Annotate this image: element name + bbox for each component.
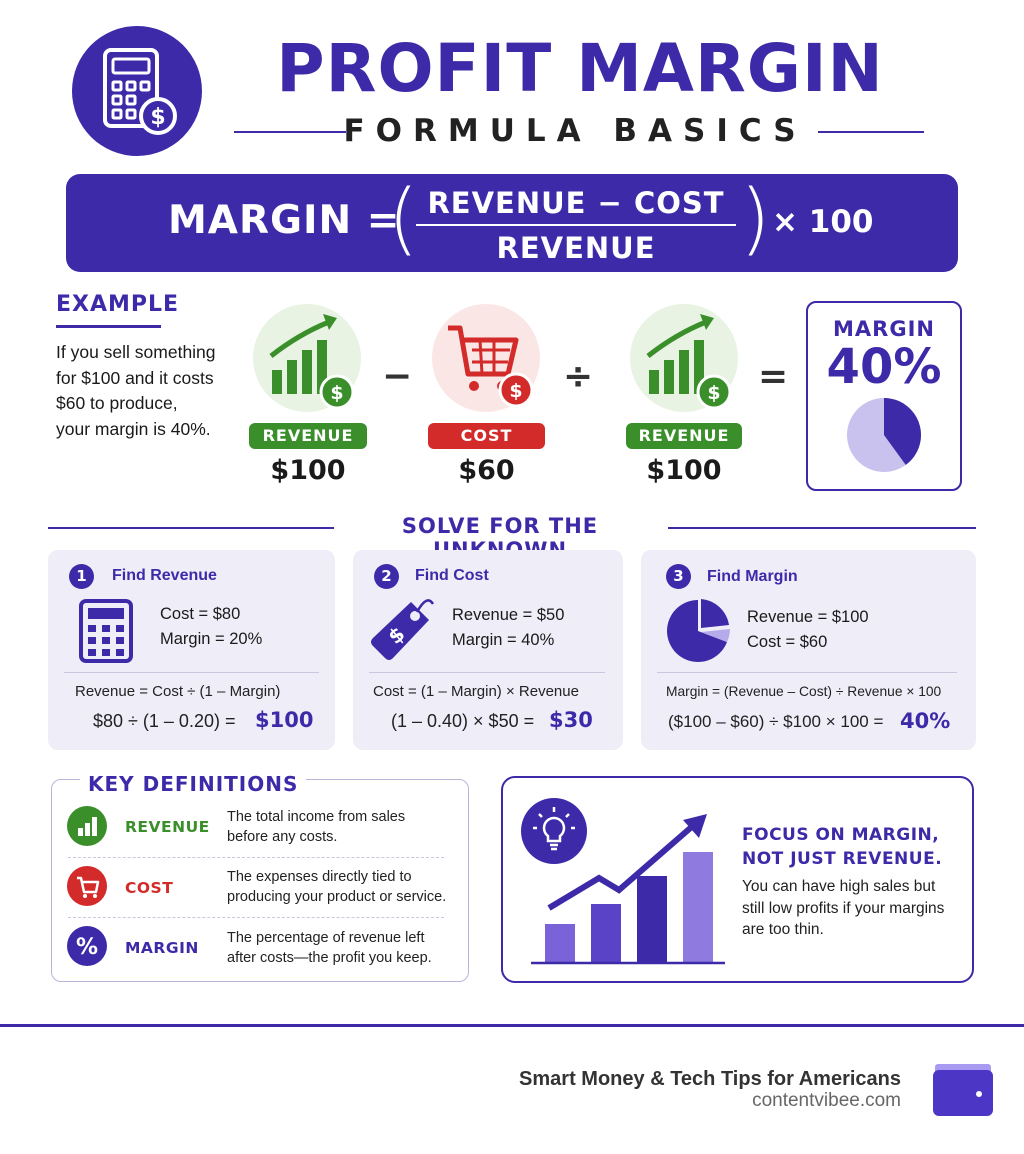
card-calc: $80 ÷ (1 – 0.20) = [93,711,236,731]
svg-text:$: $ [509,380,522,402]
card-divider [64,672,319,673]
card-divider [657,672,957,673]
fraction-bar [416,224,736,226]
card-divider [369,672,605,673]
revenue-amount: $100 [270,455,346,486]
growth-chart-icon [529,808,733,970]
formula-multiplier: × 100 [772,204,874,240]
subtitle-rule-right [818,131,924,133]
minus-operator: − [382,356,413,397]
card-title: Find Cost [415,567,489,584]
formula-numerator: REVENUE − COST [427,186,725,220]
svg-text:$: $ [330,382,343,404]
footer-divider [0,1024,1024,1027]
formula-banner: MARGIN = ( REVENUE − COST REVENUE ) × 10… [66,174,958,272]
footer-url[interactable]: contentvibee.com [752,1090,901,1111]
divide-operator: ÷ [563,356,594,397]
def-desc-revenue: The total income from sales before any c… [227,809,406,845]
card-formula: Cost = (1 – Margin) × Revenue [373,683,579,700]
cart-icon [67,866,107,906]
def-term-margin: MARGIN [125,939,199,957]
page-title: PROFIT MARGIN [276,30,884,107]
card-result: 40% [900,709,951,733]
step-number: 3 [666,564,691,589]
example-underline [56,325,161,328]
revenue-amount-2: $100 [646,455,722,486]
revenue-pill-2: REVENUE [626,423,742,449]
svg-text:$: $ [150,105,165,130]
formula-denominator: REVENUE [496,231,656,265]
shopping-cart-dollar-icon: $ [432,304,540,412]
wallet-icon [931,1062,995,1122]
growth-chart-dollar-icon: $ [253,304,361,412]
focus-heading: FOCUS ON MARGIN, NOT JUST REVENUE. [742,825,943,869]
card-calc: ($100 – $60) ÷ $100 × 100 = [668,712,884,731]
card-formula: Revenue = Cost ÷ (1 – Margin) [75,683,281,700]
step-number: 2 [374,564,399,589]
focus-text: You can have high sales but still low pr… [742,878,945,938]
given-values: Cost = $80 Margin = 20% [160,605,263,648]
lightbulb-icon [521,798,587,864]
margin-result-box: MARGIN 40% [806,301,962,491]
svg-text:%: % [76,935,98,960]
solve-rule-right [668,527,976,529]
def-separator [68,917,444,918]
step-number: 1 [69,564,94,589]
card-title: Find Margin [707,568,798,585]
cost-amount: $60 [458,455,515,486]
growth-chart-dollar-icon: $ [630,304,738,412]
def-term-revenue: REVENUE [125,818,210,836]
given-values: Revenue = $50 Margin = 40% [452,606,565,649]
def-desc-cost: The expenses directly tied to producing … [227,869,447,905]
example-text: If you sell something for $100 and it co… [56,342,216,439]
footer-tagline: Smart Money & Tech Tips for Americans [519,1068,901,1090]
def-desc-margin: The percentage of revenue left after cos… [227,930,432,966]
card-find-revenue: 1 Find Revenue Cost = $80 Margin = 20% R… [48,550,335,750]
pie-chart-icon [665,598,731,668]
def-term-cost: COST [125,879,174,897]
calculator-dollar-icon: $ [72,26,202,156]
margin-result-label: MARGIN [833,317,935,341]
card-title: Find Revenue [112,567,217,584]
definitions-title: KEY DEFINITIONS [80,772,307,796]
cost-pill: COST [428,423,545,449]
card-result: $30 [549,708,593,732]
card-find-margin: 3 Find Margin Revenue = $100 Cost = $60 … [641,550,976,750]
bar-chart-icon [67,806,107,846]
margin-result-value: 40% [826,339,942,395]
subtitle-rule-left [234,131,346,133]
card-formula: Margin = (Revenue – Cost) ÷ Revenue × 10… [666,684,942,699]
formula-label: MARGIN = [168,198,401,243]
card-calc: (1 – 0.40) × $50 = [391,711,535,731]
percent-icon: % [67,926,107,966]
focus-box [501,776,974,983]
revenue-pill: REVENUE [249,423,367,449]
close-paren: ) [740,174,771,264]
margin-pie-icon [847,398,921,472]
given-values: Revenue = $100 Cost = $60 [747,608,869,651]
example-heading: EXAMPLE [56,292,180,317]
calculator-icon [78,598,134,668]
solve-rule-left [48,527,334,529]
page-subtitle: FORMULA BASICS [343,113,807,149]
card-result: $100 [255,708,314,732]
open-paren: ( [388,174,419,264]
def-separator [68,857,444,858]
equals-operator: = [758,356,789,397]
svg-text:$: $ [707,382,720,404]
price-tag-icon: $ [367,592,437,672]
card-find-cost: 2 Find Cost $ Revenue = $50 Margin = 40%… [353,550,623,750]
